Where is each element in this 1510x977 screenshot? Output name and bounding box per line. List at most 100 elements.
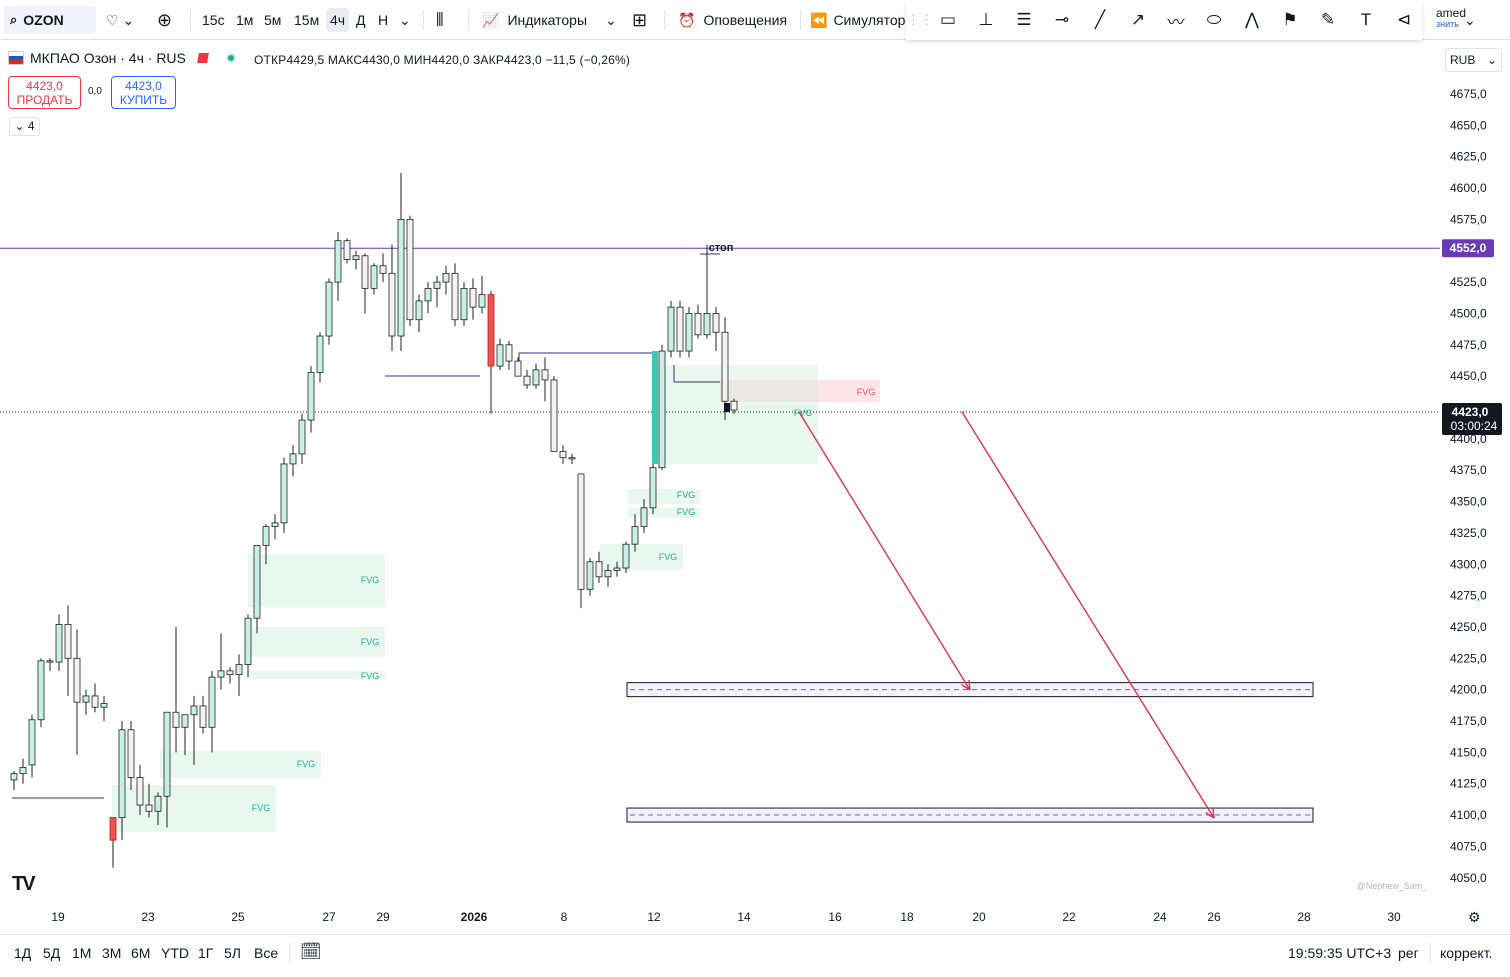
more-tools-icon[interactable]: ⊲ bbox=[1396, 10, 1412, 29]
candle-body[interactable] bbox=[550, 379, 558, 452]
candle-body[interactable] bbox=[37, 660, 45, 721]
candle-body[interactable] bbox=[190, 705, 198, 716]
candle-body[interactable] bbox=[64, 624, 72, 659]
candle-body[interactable] bbox=[622, 543, 630, 569]
simulator-button[interactable]: ⏪ Симулятор bbox=[810, 8, 905, 32]
interval-15m[interactable]: 15м bbox=[294, 12, 320, 28]
candle-body[interactable] bbox=[199, 705, 207, 728]
candle-body[interactable] bbox=[343, 240, 351, 260]
compare-symbol-icon[interactable]: ♡ ⌄ bbox=[106, 11, 135, 28]
indicators-collapse-button[interactable]: ⌄ 4 bbox=[9, 117, 40, 136]
projection-arrow[interactable] bbox=[798, 411, 971, 691]
sell-button[interactable]: 4423,0 ПРОДАТЬ bbox=[8, 76, 81, 109]
candle-body[interactable] bbox=[244, 617, 252, 665]
candle-body[interactable] bbox=[154, 795, 162, 812]
candle-body[interactable] bbox=[433, 281, 441, 289]
candle-body[interactable] bbox=[127, 729, 135, 778]
candle-body[interactable] bbox=[604, 570, 612, 578]
settings-gear-icon[interactable]: ⚙ bbox=[1468, 909, 1481, 925]
candle-body[interactable] bbox=[28, 719, 36, 766]
fvg-zone-green[interactable] bbox=[248, 554, 385, 607]
candles[interactable] bbox=[10, 173, 738, 868]
candle-body[interactable] bbox=[352, 255, 360, 260]
fib-retracement-icon[interactable]: ☰ bbox=[1016, 10, 1032, 29]
ellipse-icon[interactable]: ⬭ bbox=[1206, 10, 1222, 29]
candle-body[interactable] bbox=[145, 804, 153, 812]
target-zone[interactable] bbox=[626, 807, 1314, 823]
candle-body[interactable] bbox=[271, 522, 279, 528]
candle-body[interactable] bbox=[685, 313, 693, 352]
range-1d[interactable]: 1Д bbox=[14, 945, 32, 961]
candle-body[interactable] bbox=[541, 369, 549, 381]
price-chart[interactable]: FVG FVG FVG FVG FVG FVG FVG FVG FVG FVG стоп @Nep… bbox=[0, 0, 1510, 934]
trend-line-icon[interactable]: ╱ bbox=[1094, 10, 1106, 29]
candle-body[interactable] bbox=[730, 400, 738, 411]
projection-arrow[interactable] bbox=[961, 411, 1215, 819]
arrow-tool-icon[interactable]: ↗ bbox=[1130, 10, 1146, 29]
candle-body[interactable] bbox=[658, 350, 666, 469]
range-1y[interactable]: 1Г bbox=[198, 945, 214, 961]
calendar-icon[interactable]: 🗓 bbox=[300, 942, 322, 961]
candle-body[interactable] bbox=[595, 561, 603, 578]
candle-body[interactable] bbox=[226, 670, 234, 676]
candle-body[interactable] bbox=[460, 287, 468, 321]
candle-body[interactable] bbox=[469, 287, 477, 308]
interval-5m[interactable]: 5м bbox=[264, 12, 282, 28]
drag-handle-icon[interactable]: ⋮⋮ bbox=[907, 12, 933, 27]
indicators-button[interactable]: 📈 Индикаторы bbox=[482, 8, 587, 32]
candle-body[interactable] bbox=[118, 729, 126, 818]
legend-title[interactable]: МКПАО Озон · 4ч · RUS bbox=[30, 50, 186, 66]
interval-week[interactable]: Н bbox=[378, 12, 389, 28]
candle-body[interactable] bbox=[694, 313, 702, 336]
candle-body[interactable] bbox=[721, 331, 729, 402]
candle-body[interactable] bbox=[334, 240, 342, 283]
drawings[interactable]: @Nephew_Sam_ bbox=[626, 411, 1428, 891]
rectangle-icon[interactable]: ▭ bbox=[939, 10, 957, 29]
candle-body[interactable] bbox=[487, 294, 495, 367]
candle-body[interactable] bbox=[298, 419, 306, 455]
candle-body[interactable] bbox=[442, 272, 450, 283]
symbol-search[interactable]: ⌕ OZON bbox=[4, 6, 96, 34]
elliott-wave-icon[interactable]: ⋀ bbox=[1245, 10, 1259, 29]
candle-body[interactable] bbox=[253, 545, 261, 619]
fvg-zone-green[interactable] bbox=[628, 489, 700, 504]
candle-body[interactable] bbox=[415, 300, 423, 321]
candle-body[interactable] bbox=[379, 265, 387, 274]
candle-body[interactable] bbox=[577, 473, 585, 590]
candle-body[interactable] bbox=[136, 777, 144, 806]
candle-body[interactable] bbox=[181, 714, 189, 728]
candle-body[interactable] bbox=[505, 344, 513, 362]
candle-body-highlight[interactable] bbox=[652, 351, 658, 464]
price-range-icon[interactable]: ⊥ bbox=[978, 10, 994, 29]
range-3m[interactable]: 3М bbox=[102, 945, 122, 961]
candle-body[interactable] bbox=[10, 773, 18, 781]
alerts-button[interactable]: ⏰ Оповещения bbox=[678, 8, 787, 32]
candle-body[interactable] bbox=[568, 457, 576, 460]
candle-body[interactable] bbox=[451, 272, 459, 321]
range-all[interactable]: Все bbox=[254, 945, 279, 961]
layouts-icon[interactable]: ⊞ bbox=[632, 9, 648, 30]
candle-body[interactable] bbox=[397, 218, 405, 337]
candle-body[interactable] bbox=[532, 369, 540, 386]
candle-body[interactable] bbox=[325, 281, 333, 337]
interval-1m[interactable]: 1м bbox=[236, 12, 254, 28]
buy-button[interactable]: 4423,0 КУПИТЬ bbox=[111, 76, 176, 109]
candle-body[interactable] bbox=[406, 218, 414, 321]
range-1m[interactable]: 1М bbox=[72, 945, 92, 961]
candle-body[interactable] bbox=[307, 371, 315, 421]
candle-body[interactable] bbox=[667, 306, 675, 352]
text-tool-icon[interactable]: T bbox=[1360, 10, 1372, 29]
candle-body[interactable] bbox=[289, 453, 297, 465]
candle-body[interactable] bbox=[640, 507, 648, 528]
candle-body[interactable] bbox=[478, 294, 486, 308]
tradingview-logo-icon[interactable]: TV bbox=[12, 873, 36, 895]
candle-body[interactable] bbox=[424, 287, 432, 302]
stop-price-badge[interactable] bbox=[1442, 239, 1494, 258]
range-5y[interactable]: 5Л bbox=[224, 945, 241, 961]
chevron-down-icon[interactable]: ⌄ bbox=[1464, 11, 1476, 28]
candle-body[interactable] bbox=[703, 313, 711, 336]
candle-body[interactable] bbox=[496, 344, 504, 367]
candle-body[interactable] bbox=[676, 306, 684, 352]
candle-body[interactable] bbox=[55, 624, 63, 663]
last-price-badge[interactable] bbox=[1442, 403, 1502, 435]
